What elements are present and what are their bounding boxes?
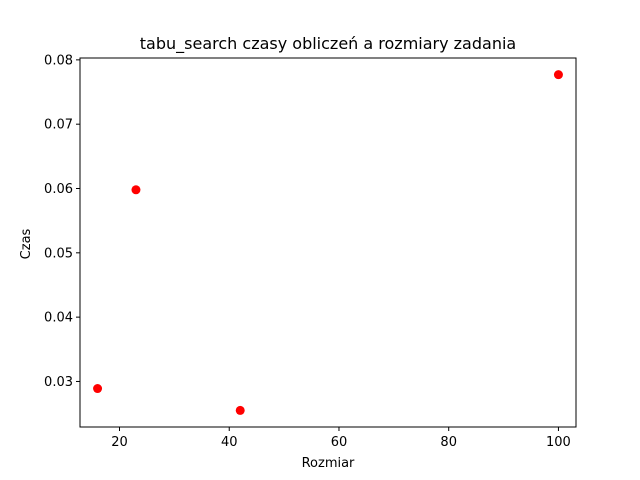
plot-area — [79, 57, 577, 428]
x-axis: 20 40 60 80 100 — [111, 427, 571, 450]
chart-title: tabu_search czasy obliczeń a rozmiary za… — [140, 34, 516, 54]
x-tick-label: 60 — [331, 435, 348, 450]
y-axis-label: Czas — [19, 228, 34, 259]
y-tick-label: 0.06 — [44, 182, 73, 197]
y-tick-label: 0.03 — [44, 375, 73, 390]
y-tick-label: 0.04 — [44, 311, 73, 326]
data-points — [93, 70, 563, 415]
y-tick-label: 0.07 — [44, 118, 73, 133]
scatter-point — [131, 185, 141, 195]
scatter-point — [553, 70, 563, 80]
y-tick-label: 0.08 — [44, 53, 73, 68]
x-axis-label: Rozmiar — [302, 456, 355, 471]
y-axis: 0.03 0.04 0.05 0.06 0.07 0.08 — [44, 53, 80, 390]
scatter-point — [93, 384, 103, 394]
x-tick-label: 40 — [221, 435, 238, 450]
y-tick-label: 0.05 — [44, 246, 73, 261]
x-tick-label: 100 — [546, 435, 571, 450]
plot-frame — [79, 57, 577, 428]
x-tick-label: 20 — [111, 435, 128, 450]
x-tick-label: 80 — [440, 435, 457, 450]
scatter-point — [235, 405, 245, 415]
